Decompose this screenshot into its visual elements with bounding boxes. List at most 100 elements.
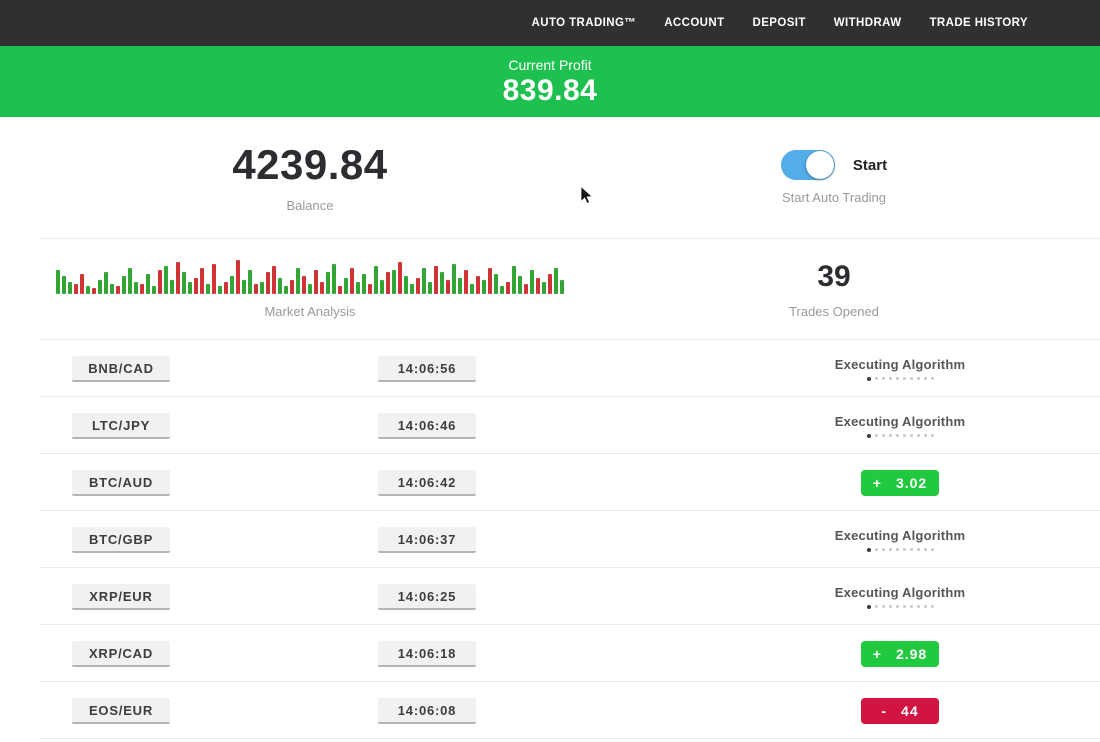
progress-dot [895, 434, 899, 437]
progress-dot [923, 434, 927, 437]
result-sign: + [872, 474, 882, 491]
toggle-start-label: Start [852, 156, 888, 174]
progress-dot [923, 377, 927, 380]
progress-dot [930, 605, 934, 608]
executing-algorithm-label: Executing Algorithm [834, 584, 966, 600]
candle-bar [218, 285, 222, 294]
trade-status-cell: Executing Algorithm [780, 414, 1020, 438]
nav-item-deposit[interactable]: DEPOSIT [752, 17, 806, 29]
auto-trading-block: Start Start Auto Trading [620, 117, 1100, 238]
candle-bar [248, 269, 252, 294]
candle-bar [398, 261, 402, 294]
current-profit-banner: Current Profit 839.84 [0, 46, 1100, 117]
balance-block: 4239.84 Balance [0, 117, 620, 238]
candle-bar [176, 261, 180, 294]
nav-item-auto-trading[interactable]: AUTO TRADING™ [531, 17, 637, 29]
candle-bar [428, 281, 432, 294]
profit-badge: +2.98 [860, 640, 940, 667]
current-profit-label: Current Profit [508, 56, 592, 73]
candle-bar [260, 281, 264, 294]
time-tag: 14:06:25 [378, 583, 476, 610]
trade-row: EOS/EUR 14:06:08 -44 [0, 682, 1100, 739]
progress-dot [888, 605, 892, 608]
candle-bar [242, 279, 246, 294]
pair-tag: EOS/EUR [72, 697, 170, 724]
market-analysis-block: Market Analysis [0, 239, 620, 339]
progress-dot [888, 377, 892, 380]
progress-dot [895, 548, 899, 551]
time-tag: 14:06:56 [378, 355, 476, 382]
progress-dot [881, 605, 885, 608]
progress-dot [874, 548, 878, 551]
progress-dots [866, 376, 934, 381]
candle-bar [92, 287, 96, 294]
candle-bar [332, 263, 336, 294]
trades-opened-label: Trades Opened [789, 303, 879, 319]
candle-bar [164, 265, 168, 294]
candle-bar [62, 275, 66, 294]
progress-dot [930, 377, 934, 380]
candle-bar [560, 279, 564, 294]
candle-bar [518, 275, 522, 294]
candle-bar [128, 267, 132, 294]
candle-bar [194, 277, 198, 294]
progress-dots [866, 604, 934, 609]
nav-item-withdraw[interactable]: WITHDRAW [833, 17, 902, 29]
trade-status-cell: -44 [780, 697, 1020, 724]
candle-bar [284, 285, 288, 294]
executing-algorithm-label: Executing Algorithm [834, 527, 966, 543]
candle-bar [536, 277, 540, 294]
candle-bar [446, 279, 450, 294]
trades-opened-block: 39 Trades Opened [620, 239, 1100, 339]
candle-bar [56, 269, 60, 294]
candle-bar [554, 267, 558, 294]
nav-item-account[interactable]: ACCOUNT [664, 17, 725, 29]
balance-value: 4239.84 [232, 141, 388, 188]
auto-trading-toggle[interactable] [780, 150, 835, 180]
candle-bar [134, 281, 138, 294]
candle-bar [458, 277, 462, 294]
candle-bar [476, 275, 480, 294]
progress-dot [902, 377, 906, 380]
pair-tag: XRP/EUR [72, 583, 170, 610]
market-analysis-label: Market Analysis [264, 303, 356, 319]
candle-bar [548, 273, 552, 294]
candle-bar [308, 283, 312, 294]
trade-status-cell: +2.98 [780, 640, 1020, 667]
time-tag: 14:06:42 [378, 469, 476, 496]
top-navbar: AUTO TRADING™ ACCOUNT DEPOSIT WITHDRAW T… [0, 0, 1100, 46]
candle-bar [422, 267, 426, 294]
progress-dot [909, 605, 913, 608]
time-tag: 14:06:37 [378, 526, 476, 553]
progress-dot [902, 434, 906, 437]
progress-dot [923, 548, 927, 551]
candle-bar [356, 281, 360, 294]
trade-status-cell: +3.02 [780, 469, 1020, 496]
nav-item-trade-history[interactable]: TRADE HISTORY [929, 17, 1028, 29]
market-analysis-bars [56, 259, 564, 294]
progress-dot [902, 548, 906, 551]
trades-list: BNB/CAD 14:06:56 Executing Algorithm LTC… [0, 340, 1100, 739]
candle-bar [74, 283, 78, 294]
progress-dot [909, 434, 913, 437]
candle-bar [494, 273, 498, 294]
executing-algorithm-label: Executing Algorithm [834, 413, 966, 429]
progress-dot [874, 377, 878, 380]
progress-dot [888, 548, 892, 551]
candle-bar [362, 273, 366, 294]
candle-bar [350, 267, 354, 294]
toggle-knob-icon [805, 151, 834, 179]
candle-bar [170, 279, 174, 294]
candle-bar [110, 283, 114, 294]
trade-status-cell: Executing Algorithm [780, 357, 1020, 381]
candle-bar [254, 283, 258, 294]
trade-status-cell: Executing Algorithm [780, 528, 1020, 552]
candle-bar [266, 271, 270, 294]
time-tag: 14:06:08 [378, 697, 476, 724]
candle-bar [380, 279, 384, 294]
candle-bar [152, 285, 156, 294]
pair-tag: LTC/JPY [72, 412, 170, 439]
profit-badge: +3.02 [860, 469, 940, 496]
candle-bar [416, 277, 420, 294]
